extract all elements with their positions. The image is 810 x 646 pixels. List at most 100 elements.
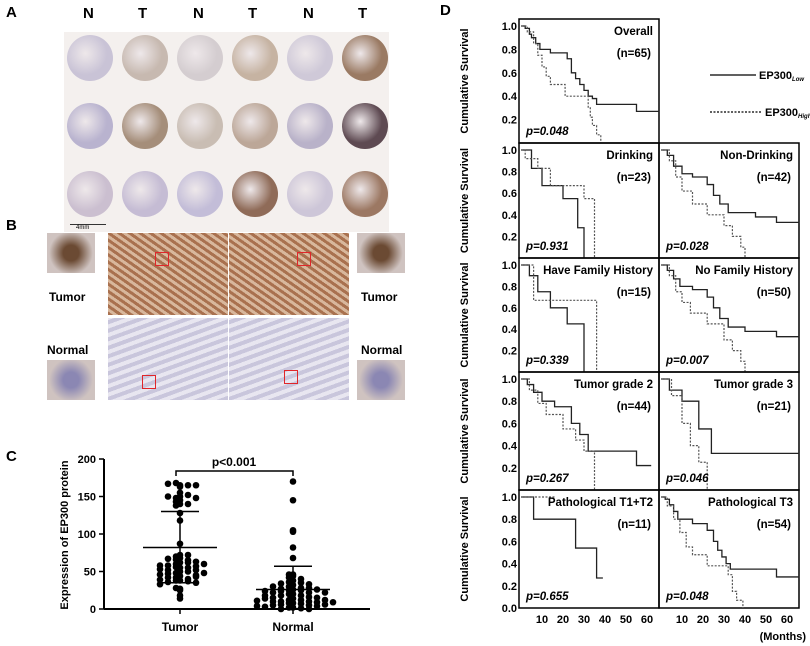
y-tick-label: 50 <box>84 567 96 579</box>
curve-ep300-high <box>521 378 596 490</box>
sample-size: (n=21) <box>757 401 791 413</box>
data-point <box>253 602 261 610</box>
data-point <box>184 568 192 575</box>
highlight-box <box>284 370 298 384</box>
y-axis-label: Cumulative Survival <box>459 262 471 367</box>
panel-d-label: D <box>440 2 451 19</box>
highlight-box <box>142 375 156 389</box>
data-point <box>313 602 321 610</box>
data-point <box>289 554 297 562</box>
normal-label-left: Normal <box>47 343 89 357</box>
y-tick-label: 0.6 <box>502 536 517 548</box>
y-axis-label: Cumulative Survival <box>459 496 471 601</box>
data-point <box>156 580 164 588</box>
plot-frame <box>658 489 800 609</box>
tissue-core <box>67 171 113 217</box>
y-tick-label: 1.0 <box>502 260 517 272</box>
y-tick-label: 1.0 <box>502 145 517 157</box>
data-point <box>184 577 192 585</box>
data-point <box>176 595 184 602</box>
plot-title: Tumor grade 3 <box>714 379 793 391</box>
highlight-box <box>155 252 169 266</box>
data-point <box>277 580 285 587</box>
tissue-core <box>122 35 168 81</box>
tissue-core <box>287 103 333 149</box>
data-point <box>156 571 164 578</box>
zoom-inset <box>47 233 95 273</box>
legend-label: EP300High <box>765 107 810 120</box>
plot-title: Non-Drinking <box>720 150 793 162</box>
y-tick-label: 0.2 <box>502 115 517 127</box>
data-point <box>184 559 192 566</box>
panel-a-label: A <box>6 4 17 21</box>
y-tick-label: 0.8 <box>502 514 517 526</box>
array-background <box>64 32 389 232</box>
data-point <box>289 478 297 485</box>
tissue-core <box>177 103 223 149</box>
y-tick-label: 0.0 <box>502 603 517 615</box>
sample-size: (n=44) <box>617 401 651 413</box>
y-tick-label: 100 <box>78 529 96 541</box>
column-label: N <box>83 5 94 22</box>
data-point <box>192 566 200 574</box>
y-tick-label: 0.2 <box>502 581 517 593</box>
sample-size: (n=50) <box>757 287 791 299</box>
data-point <box>285 590 293 598</box>
plot-title: Pathological T3 <box>708 497 793 509</box>
data-point <box>289 544 297 551</box>
y-tick-label: 0.2 <box>502 346 517 358</box>
data-point <box>184 491 192 499</box>
legend-subscript: Low <box>792 77 804 83</box>
data-point <box>184 551 192 559</box>
column-label: T <box>358 5 368 22</box>
curve-ep300-low <box>661 149 800 224</box>
y-tick-label: 0.2 <box>502 231 517 243</box>
tissue-core <box>122 103 168 149</box>
data-point <box>200 569 208 577</box>
tissue-core <box>67 103 113 149</box>
y-tick-label: 0.6 <box>502 303 517 315</box>
curve-ep300-low <box>661 378 800 455</box>
data-point <box>321 589 329 596</box>
x-tick-label: 30 <box>718 614 730 626</box>
sample-size: (n=54) <box>757 519 791 531</box>
data-point <box>172 563 180 571</box>
data-point <box>297 579 305 587</box>
micrograph <box>229 318 349 400</box>
tissue-core <box>342 35 388 81</box>
tissue-core <box>122 171 168 217</box>
zoom-inset <box>47 360 95 400</box>
y-tick-label: 0.6 <box>502 188 517 200</box>
y-tick-label: 0.4 <box>502 210 518 222</box>
significance-bracket <box>175 470 294 476</box>
sample-size: (n=11) <box>617 519 651 531</box>
x-tick-label: 60 <box>641 614 653 626</box>
tissue-core <box>67 35 113 81</box>
p-value: p=0.028 <box>665 241 709 253</box>
data-point <box>184 481 192 489</box>
y-tick-label: 0 <box>90 604 96 616</box>
y-tick-label: 1.0 <box>502 374 517 386</box>
curve-ep300-high <box>521 264 598 372</box>
data-point <box>192 573 200 581</box>
p-value: p=0.339 <box>525 355 569 367</box>
curve-ep300-high <box>661 378 708 490</box>
data-point <box>277 592 285 599</box>
column-label: N <box>193 5 204 22</box>
y-axis-label: Cumulative Survival <box>459 378 471 483</box>
y-tick-label: 0.6 <box>502 418 517 430</box>
curve-ep300-high <box>661 149 746 258</box>
data-point <box>285 571 293 578</box>
micrograph <box>108 318 228 400</box>
x-tick-label: 20 <box>557 614 569 626</box>
x-tick-label: 30 <box>578 614 590 626</box>
p-value: p=0.655 <box>525 591 569 603</box>
p-value: p=0.931 <box>525 241 569 253</box>
plot-title: Drinking <box>606 150 653 162</box>
data-point <box>192 481 200 489</box>
data-point <box>164 493 172 500</box>
x-tick-label: 20 <box>697 614 709 626</box>
y-tick-label: 1.0 <box>502 21 517 33</box>
p-value: p=0.007 <box>665 355 709 367</box>
y-axis-label: Cumulative Survival <box>459 148 471 253</box>
